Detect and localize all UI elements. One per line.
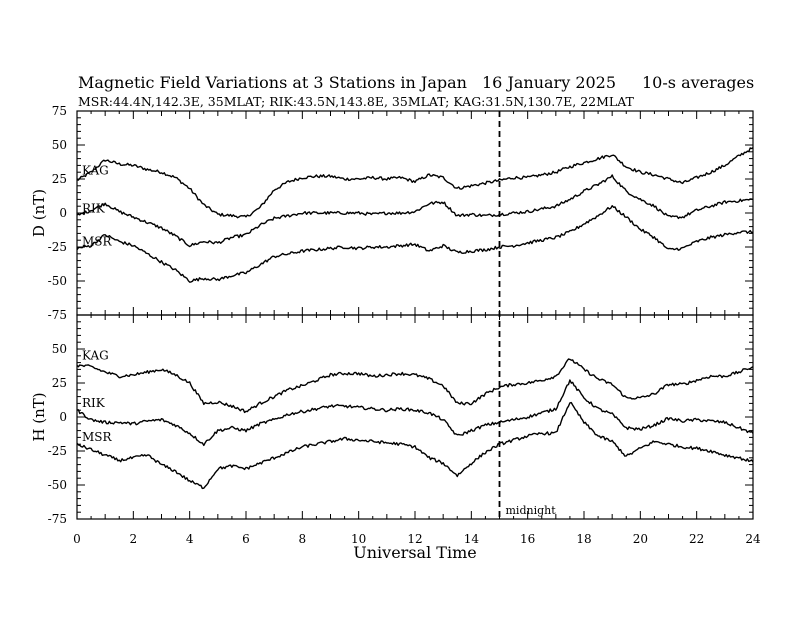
chart-subtitle: MSR:44.4N,142.3E, 35MLAT; RIK:43.5N,143.… xyxy=(78,94,635,109)
y-tick-label: 0 xyxy=(59,410,67,424)
plot-layer: 75 50 25 0 -25 -50 -75 D (nT) KAG RIK MSR 50 25 0 -25 -… xyxy=(30,104,761,562)
x-tick-label: 6 xyxy=(242,532,250,546)
chart-title: Magnetic Field Variations at 3 Stations … xyxy=(78,73,467,92)
x-tick-label: 8 xyxy=(299,532,307,546)
panel-frame-2 xyxy=(76,314,754,520)
series-label-kag: KAG xyxy=(82,348,109,362)
x-tick-label: 18 xyxy=(576,532,591,546)
y-tick-label: -25 xyxy=(48,444,67,458)
x-tick-label: 10 xyxy=(351,532,366,546)
series-line-kag xyxy=(76,358,754,414)
series-line-msr xyxy=(76,204,754,283)
x-tick-label: 16 xyxy=(520,532,535,546)
y-tick-label: -75 xyxy=(48,308,67,322)
x-tick-label: 12 xyxy=(407,532,422,546)
series-line-rik xyxy=(76,174,754,248)
x-axis-title: Universal Time xyxy=(353,543,476,562)
x-tick-label: 4 xyxy=(186,532,194,546)
x-tick-label: 22 xyxy=(689,532,704,546)
y-tick-label: -50 xyxy=(48,478,67,492)
chart-averaging: 10-s averages xyxy=(642,73,754,92)
series-line-kag xyxy=(76,147,754,219)
series-line-rik xyxy=(76,379,754,447)
midnight-label: midnight xyxy=(506,504,557,517)
series-label-rik: RIK xyxy=(82,396,106,410)
series-label-msr: MSR xyxy=(82,234,113,248)
y-tick-label: -75 xyxy=(48,512,67,526)
y-tick-label: 25 xyxy=(52,376,67,390)
series-label-kag: KAG xyxy=(82,163,109,177)
y-tick-label: 50 xyxy=(52,342,67,356)
panel-frame-1 xyxy=(76,110,754,316)
y-tick-label: 50 xyxy=(52,138,67,152)
series-line-msr xyxy=(76,401,754,490)
y-tick-label: 0 xyxy=(59,206,67,220)
y-tick-label: -25 xyxy=(48,240,67,254)
x-tick-label: 0 xyxy=(73,532,81,546)
x-tick-label: 2 xyxy=(130,532,138,546)
y-tick-label: 75 xyxy=(52,104,67,118)
y-tick-label: 25 xyxy=(52,172,67,186)
y-tick-label: -50 xyxy=(48,274,67,288)
x-tick-label: 14 xyxy=(464,532,480,546)
chart-date: 16 January 2025 xyxy=(482,73,616,92)
series-label-msr: MSR xyxy=(82,430,113,444)
x-tick-label: 20 xyxy=(633,532,648,546)
x-tick-label: 24 xyxy=(745,532,761,546)
series-label-rik: RIK xyxy=(82,202,106,216)
y-axis-title: H (nT) xyxy=(30,392,48,441)
y-axis-title: D (nT) xyxy=(30,189,48,237)
